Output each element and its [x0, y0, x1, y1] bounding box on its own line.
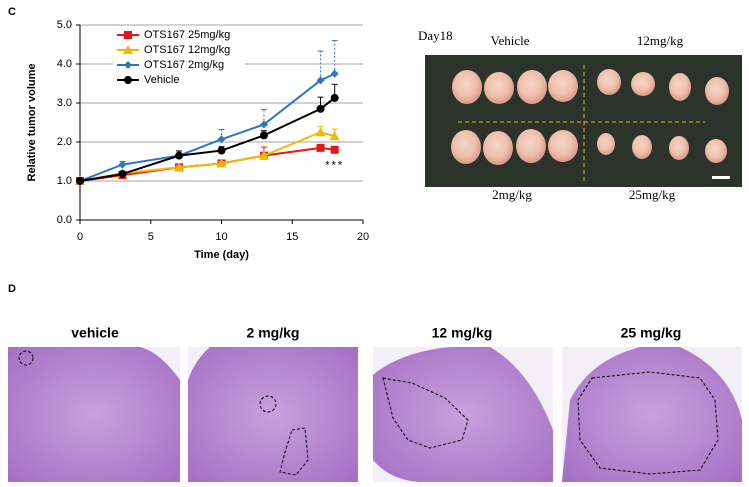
y-tick-label: 0.0: [57, 214, 72, 226]
histology-label: 2 mg/kg: [247, 325, 300, 341]
marker: [217, 146, 226, 155]
y-tick-label: 1.0: [57, 175, 72, 187]
tumors: [451, 69, 729, 165]
x-tick-label: 5: [148, 231, 154, 243]
photo-title: Day18: [418, 28, 453, 43]
legend-marker: [124, 61, 132, 69]
histology: vehicle 2 mg/kg 12 mg/kg 25 mg/kg: [8, 325, 742, 482]
photo-label: 2mg/kg: [492, 187, 532, 202]
x-axis-label: Time (day): [194, 249, 249, 261]
marker: [76, 177, 84, 185]
marker: [217, 135, 226, 144]
marker: [330, 93, 339, 102]
marker: [174, 162, 185, 172]
marker: [329, 131, 340, 141]
scale-bar: [712, 176, 730, 179]
y-tick-label: 4.0: [57, 58, 72, 70]
legend-label: Vehicle: [144, 74, 179, 86]
x-tick-label: 20: [357, 231, 369, 243]
photo-label: Vehicle: [491, 33, 530, 48]
series-line: [79, 97, 336, 182]
panel-label: D: [8, 283, 16, 295]
y-tick-label: 5.0: [57, 19, 72, 31]
marker: [316, 76, 325, 85]
x-tick-label: 15: [286, 231, 298, 243]
histology-label: vehicle: [71, 325, 119, 341]
y-tick-label: 2.0: [57, 136, 72, 148]
marker: [175, 151, 184, 160]
legend-marker: [124, 31, 132, 39]
x-tick-label: 0: [77, 231, 83, 243]
legend-label: OTS167 12mg/kg: [144, 44, 230, 56]
marker: [259, 131, 268, 140]
marker: [259, 120, 268, 129]
photo-label: 12mg/kg: [637, 33, 684, 48]
marker: [315, 127, 326, 137]
panel-label: C: [8, 6, 16, 18]
legend-marker: [124, 76, 132, 84]
tumor-photo: Day18 Vehicle 12mg/kg 2mg/kg 25mg/kg: [418, 28, 742, 202]
marker: [118, 160, 127, 169]
marker: [258, 150, 269, 160]
marker: [316, 104, 325, 113]
legend-box: [113, 27, 245, 88]
histology-label: 25 mg/kg: [621, 325, 682, 341]
legend-label: OTS167 2mg/kg: [144, 59, 224, 71]
marker: [316, 143, 325, 152]
y-tick-label: 3.0: [57, 97, 72, 109]
annotation: ***: [325, 160, 344, 172]
x-tick-label: 10: [215, 231, 227, 243]
legend-label: OTS167 25mg/kg: [144, 29, 230, 41]
y-axis-label: Relative tumor volume: [26, 64, 38, 182]
legend-marker: [123, 45, 133, 54]
marker: [216, 158, 227, 168]
photo-label: 25mg/kg: [629, 187, 676, 202]
histology-label: 12 mg/kg: [432, 325, 493, 341]
marker: [330, 69, 339, 78]
marker: [330, 145, 339, 154]
marker: [118, 169, 127, 178]
